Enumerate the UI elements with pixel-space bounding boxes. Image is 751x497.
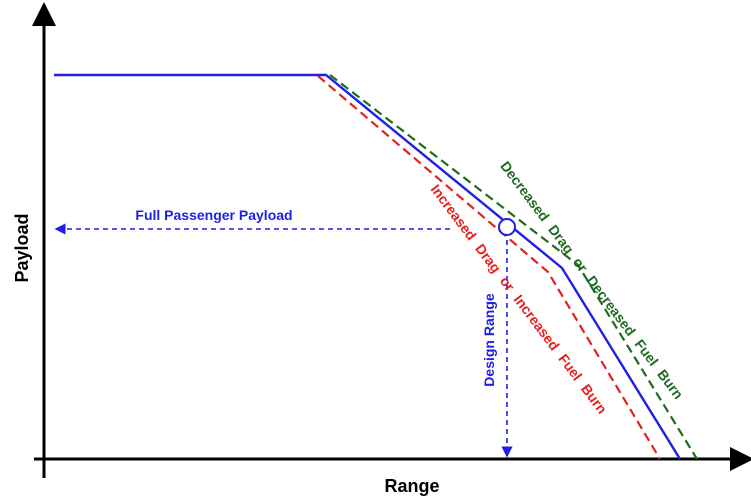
y-axis-title: Payload <box>12 213 32 282</box>
axes <box>32 1 751 478</box>
decreased-drag-label: Decreased Drag or Decreased Fuel Burn <box>497 158 686 402</box>
design-point-marker <box>498 218 516 236</box>
baseline-payload-range-curve <box>54 73 682 460</box>
design-range-label: Design Range <box>481 293 497 387</box>
increased-drag-curve <box>317 75 661 460</box>
increased-drag-label: Increased Drag or Increased Fuel Burn <box>428 181 611 416</box>
full-passenger-payload-label: Full Passenger Payload <box>135 207 292 223</box>
decreased-drag-curve <box>329 74 698 460</box>
x-axis-title: Range <box>384 476 439 496</box>
